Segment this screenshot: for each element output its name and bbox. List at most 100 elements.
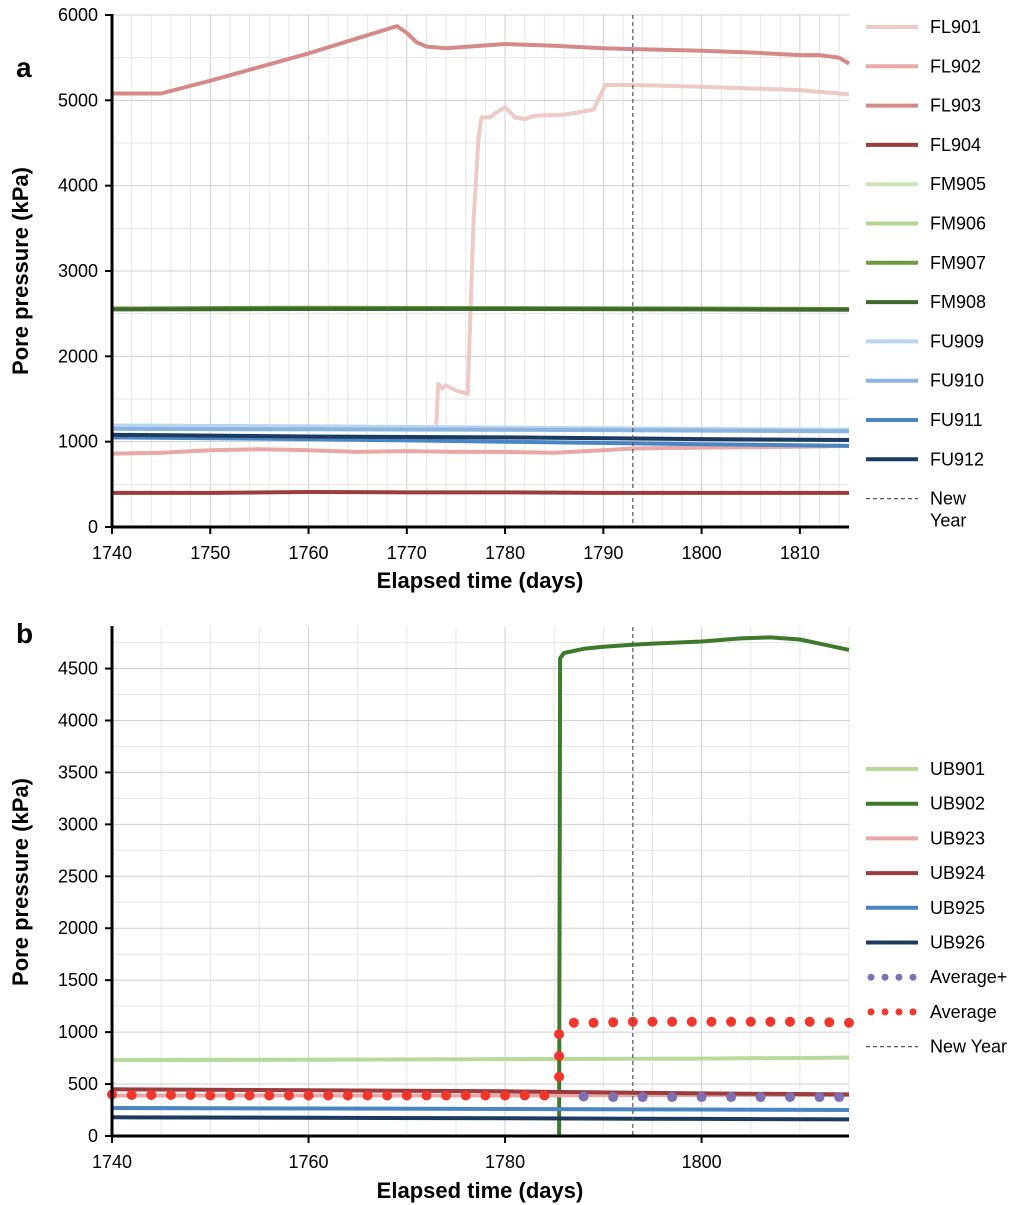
legend-item: UB926 (866, 933, 985, 953)
series-group (107, 635, 854, 1137)
data-point (686, 1016, 697, 1027)
series-line-fu912 (111, 432, 850, 442)
series-line-ub901 (111, 1055, 850, 1063)
x-axis-label: Elapsed time (days) (377, 1178, 584, 1203)
data-point (362, 1090, 373, 1101)
data-point (554, 1029, 565, 1040)
panel-a: 1740 1750 1760 1770 1780 1790 1800 1810 0 1000 200… (8, 5, 986, 593)
data-point (578, 1091, 589, 1102)
legend-item: FU909 (866, 331, 984, 351)
panel-label: b (16, 618, 33, 649)
data-point (421, 1090, 432, 1101)
y-tick-label: 5000 (58, 90, 98, 110)
legend-item: FU910 (866, 371, 984, 391)
data-point (126, 1089, 137, 1100)
data-point (244, 1090, 255, 1101)
series-average (107, 1016, 854, 1101)
series-line-fl903 (112, 24, 851, 96)
legend-swatch (895, 973, 903, 981)
data-point (647, 1016, 658, 1027)
legend-label: FM905 (930, 174, 986, 194)
data-point (554, 1071, 565, 1082)
series-line-fu910 (111, 426, 850, 434)
plot-area (112, 627, 849, 1136)
legend-swatch (867, 1008, 875, 1016)
legend-swatch (881, 973, 889, 981)
data-point (755, 1092, 766, 1103)
data-point (696, 1092, 707, 1103)
y-tick-label: 4000 (58, 176, 98, 196)
legend-swatch (881, 1008, 889, 1016)
y-tick-label: 2000 (58, 346, 98, 366)
y-tick-label: 0 (88, 517, 98, 537)
data-point (804, 1016, 815, 1027)
legend-item: UB925 (866, 898, 985, 918)
legend-item: UB902 (866, 794, 985, 814)
data-point (146, 1089, 157, 1100)
x-tick-label: 1780 (485, 1152, 525, 1172)
data-point (539, 1090, 550, 1101)
x-tick-label: 1770 (387, 543, 427, 563)
legend-label: UB901 (930, 759, 985, 779)
legend-item: UB923 (866, 828, 985, 848)
legend-label: UB926 (930, 933, 985, 953)
data-point (637, 1092, 648, 1103)
data-point (342, 1090, 353, 1101)
legend-label: Year (930, 511, 966, 531)
series-line-ub902 (557, 635, 850, 1137)
legend-label: FM907 (930, 253, 986, 273)
y-tick-label: 2000 (58, 918, 98, 938)
legend-item: FL902 (866, 56, 981, 76)
data-point (441, 1090, 452, 1101)
x-tick-label: 1740 (92, 543, 132, 563)
data-point (205, 1090, 216, 1101)
data-point (834, 1092, 845, 1103)
data-point (401, 1090, 412, 1101)
series-line-fl902 (111, 443, 850, 456)
legend-item: FM906 (866, 214, 986, 234)
x-tick-label: 1810 (780, 543, 820, 563)
y-tick-label: 2500 (58, 866, 98, 886)
y-tick-label: 4000 (58, 710, 98, 730)
legend: UB901 UB902 UB923 UB924 UB925 UB926 Average+ Av… (866, 759, 1007, 1057)
data-point (568, 1017, 579, 1028)
legend-label: FM908 (930, 292, 986, 312)
data-point (165, 1089, 176, 1100)
y-tick-label: 1000 (58, 1022, 98, 1042)
data-point (323, 1090, 334, 1101)
legend-swatch (867, 973, 875, 981)
x-tick-label: 1800 (682, 1152, 722, 1172)
data-point (745, 1016, 756, 1027)
data-point (706, 1016, 717, 1027)
legend-label: FU912 (930, 449, 984, 469)
data-point (185, 1089, 196, 1100)
data-point (588, 1017, 599, 1028)
y-tick-label: 3000 (58, 814, 98, 834)
legend-item: New Year (866, 1037, 1007, 1057)
gridlines (111, 627, 850, 1137)
y-tick-label: 1500 (58, 970, 98, 990)
data-point (824, 1017, 835, 1028)
y-axis-label: Pore pressure (kPa) (8, 167, 33, 375)
y-tick-label: 1000 (58, 432, 98, 452)
legend-item: FM907 (866, 253, 986, 273)
data-point (844, 1017, 854, 1028)
y-tick-label: 3500 (58, 762, 98, 782)
data-point (519, 1090, 530, 1101)
legend-swatch (895, 1008, 903, 1016)
legend-item: FU912 (866, 449, 984, 469)
legend-label: FL901 (930, 17, 981, 37)
data-point (500, 1090, 511, 1101)
legend-label: FU910 (930, 371, 984, 391)
x-tick-label: 1750 (190, 543, 230, 563)
x-axis-label: Elapsed time (days) (377, 568, 584, 593)
x-tick-label: 1800 (682, 543, 722, 563)
data-point (554, 1051, 565, 1062)
legend-item: FM905 (866, 174, 986, 194)
data-point (303, 1090, 314, 1101)
data-point (667, 1092, 678, 1103)
legend-label: UB923 (930, 828, 985, 848)
legend-label: UB902 (930, 794, 985, 814)
